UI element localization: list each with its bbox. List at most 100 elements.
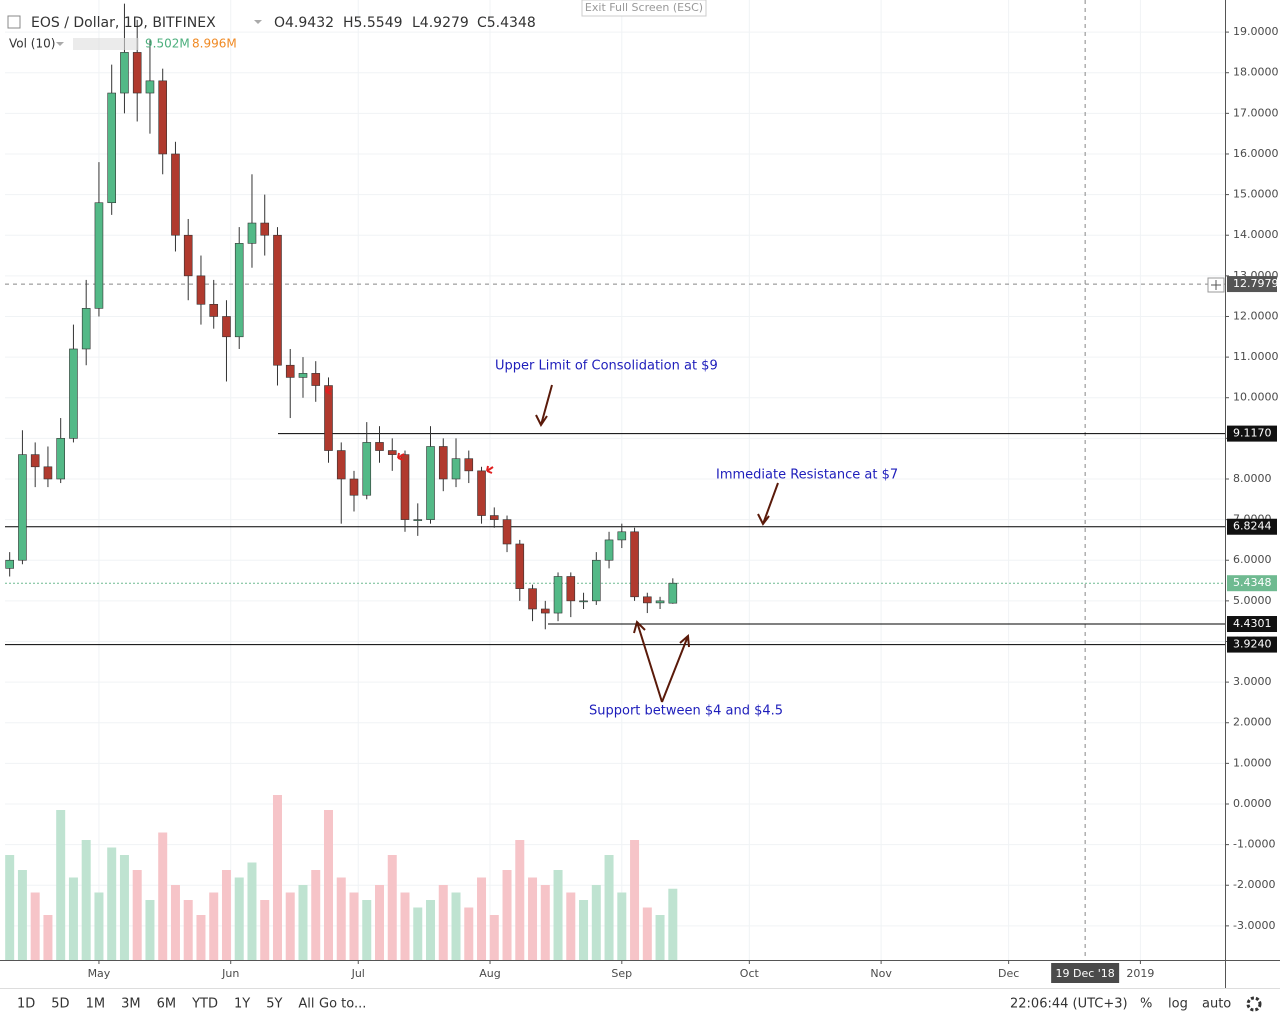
x-tick-label: Sep [611, 967, 632, 980]
x-tick-label: Jun [221, 967, 239, 980]
candle-body [30, 454, 40, 468]
candle-body [400, 454, 410, 520]
y-tick-label: 16.0000 [1233, 147, 1279, 160]
level-label-bg [1227, 425, 1277, 442]
goto[interactable]: Go to... [319, 997, 366, 1012]
volume-bar [5, 855, 15, 960]
candle-body [579, 600, 588, 603]
candle-body [464, 458, 474, 472]
range-button[interactable]: 1M [86, 997, 106, 1012]
candle-body [528, 588, 537, 610]
y-tick-label: 1.0000 [1233, 756, 1272, 769]
candle-body [5, 559, 14, 569]
range-button[interactable]: 3M [121, 997, 141, 1012]
crosshair-plus-icon [1211, 280, 1221, 290]
candle-body [387, 450, 397, 455]
volume-bar [349, 892, 359, 960]
range-button[interactable]: 5Y [266, 997, 282, 1012]
range-button[interactable]: YTD [191, 997, 218, 1012]
volume-bar [158, 832, 168, 960]
volume-bar [183, 900, 193, 960]
exit-button[interactable] [581, 0, 707, 17]
candle-body [120, 52, 129, 94]
level-label: 12.7979 [1233, 277, 1279, 290]
log-toggle[interactable]: log [1168, 997, 1188, 1012]
volume-bar [298, 885, 308, 960]
volume-bar [438, 885, 448, 960]
settings-icon[interactable] [1246, 996, 1262, 1012]
annotation-arrow [633, 620, 690, 703]
volume-bar [56, 810, 66, 960]
volume-bar [272, 795, 282, 960]
candle-body [643, 596, 652, 604]
volume-bar [477, 877, 487, 960]
candle-body [604, 539, 614, 561]
annotation: Immediate Resistance at $7 [716, 468, 898, 483]
candle-body [375, 442, 384, 451]
volume-bar [489, 915, 499, 960]
annotation-arrow [535, 384, 553, 427]
range-button[interactable]: All [298, 997, 314, 1012]
level-label: 3.9240 [1233, 638, 1272, 651]
volume-bar [464, 907, 474, 960]
x-tick-label: Oct [740, 967, 760, 980]
candle-body [489, 515, 499, 520]
volume-bar [311, 870, 321, 960]
volume-bar [285, 892, 295, 960]
y-tick-label: 19.0000 [1233, 25, 1279, 38]
volume-bar [668, 888, 678, 960]
volume-bar [30, 892, 40, 960]
y-tick-label: 3.0000 [1233, 675, 1272, 688]
range-button[interactable]: 6M [157, 997, 177, 1012]
candle-body [56, 438, 65, 480]
candle-body [69, 348, 78, 439]
ohlc-low: L4.9279 [412, 15, 469, 31]
candle-body [18, 454, 27, 561]
auto-toggle[interactable]: auto [1202, 997, 1231, 1012]
volume-bar [260, 900, 270, 960]
dropdown-icon[interactable] [254, 20, 262, 24]
candle-body [107, 92, 116, 204]
volume-bar [81, 840, 91, 960]
dropdown-icon[interactable] [56, 42, 64, 46]
candle-body [234, 243, 244, 338]
volume-bar [540, 885, 550, 960]
volume-value: 9.502M [145, 37, 190, 51]
collapse-icon[interactable] [7, 15, 21, 29]
candle-body [222, 316, 231, 338]
candle-body [81, 308, 91, 350]
range-button[interactable]: 1Y [234, 997, 250, 1012]
y-tick-label: 18.0000 [1233, 66, 1279, 79]
level-label: 9.1170 [1233, 427, 1272, 440]
ohlc-close: C5.4348 [477, 15, 536, 31]
volume-bar [400, 892, 410, 960]
range-button[interactable]: 5D [51, 997, 69, 1012]
annotation: Upper Limit of Consolidation at $9 [495, 359, 718, 374]
ohlc-high: H5.5549 [343, 15, 403, 31]
volume-bar [528, 877, 538, 960]
exit-button-label[interactable]: Exit Full Screen (ESC) [585, 1, 703, 14]
volume-bar [323, 810, 333, 960]
volume-bar [43, 915, 53, 960]
candle-body [540, 608, 550, 614]
volume-bar [426, 900, 436, 960]
x-tick-label: Dec [998, 967, 1019, 980]
level-label-bg [1227, 616, 1277, 633]
candle-body [502, 519, 512, 545]
volume-bar [579, 900, 589, 960]
y-tick-label: 0.0000 [1233, 797, 1272, 810]
indicator-controls[interactable] [73, 38, 139, 50]
volume-bar [553, 870, 563, 960]
percent-toggle[interactable]: % [1140, 997, 1152, 1012]
range-button[interactable]: 1D [17, 997, 35, 1012]
cursor-label: 19 Dec '18 [1055, 967, 1114, 980]
volume-ma-value: 8.996M [192, 37, 237, 51]
candle-body [566, 576, 576, 602]
volume-bar [655, 915, 665, 960]
volume-bar [630, 840, 640, 960]
volume-bar [196, 915, 206, 960]
volume-bar [387, 855, 397, 960]
